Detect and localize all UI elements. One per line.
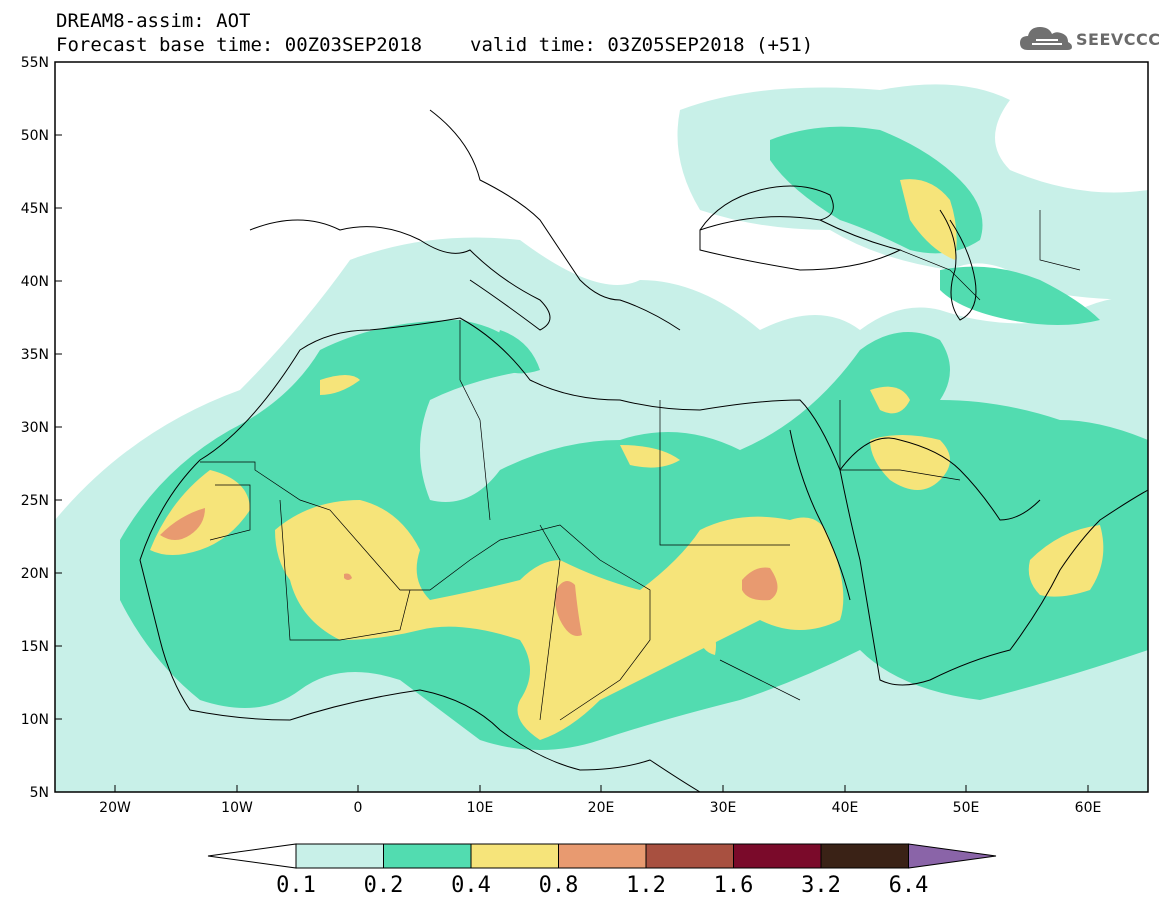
colorbar-label: 6.4 (889, 873, 929, 898)
seevccc-logo: SEEVCCC (1018, 22, 1161, 56)
colorbar-label: 1.2 (626, 873, 666, 898)
base-time: Forecast base time: 00Z03SEP2018 (56, 34, 423, 56)
colorbar-label: 0.8 (539, 873, 579, 898)
colorbar-segment (733, 843, 822, 869)
y-tick-label: 20N (21, 566, 49, 582)
colorbar-label: 0.4 (451, 873, 491, 898)
colorbar-segment (383, 843, 472, 869)
y-tick-label: 30N (21, 420, 49, 436)
colorbar-segment (820, 843, 909, 869)
logo-text: SEEVCCC (1076, 30, 1161, 49)
colorbar-lower-arrow (207, 843, 297, 869)
x-tick-label: 10E (467, 800, 494, 816)
forecast-times: Forecast base time: 00Z03SEP2018 valid ti… (56, 34, 813, 56)
x-tick-label: 10W (221, 800, 253, 816)
y-axis-labels: 5N 10N 15N 20N 25N 30N 35N 40N 45N 50N 5… (21, 55, 49, 801)
x-axis-labels: 20W 10W 0 10E 20E 30E 40E 50E 60E (99, 800, 1101, 816)
colorbar-segment (645, 843, 734, 869)
y-tick-label: 55N (21, 55, 49, 71)
y-tick-label: 50N (21, 128, 49, 144)
y-tick-label: 35N (21, 347, 49, 363)
colorbar-label: 3.2 (801, 873, 841, 898)
colorbar-segment (558, 843, 647, 869)
cloud-icon (1020, 27, 1072, 50)
x-tick-label: 20E (588, 800, 615, 816)
colorbar-label: 0.2 (364, 873, 404, 898)
y-tick-label: 45N (21, 201, 49, 217)
y-tick-label: 25N (21, 493, 49, 509)
aot-contours (55, 84, 1148, 792)
x-tick-label: 40E (832, 800, 859, 816)
colorbar-label: 1.6 (714, 873, 754, 898)
colorbar: 0.1 0.2 0.4 0.8 1.2 1.6 3.2 6.4 (207, 843, 997, 898)
y-tick-label: 40N (21, 274, 49, 290)
colorbar-label: 0.1 (276, 873, 316, 898)
y-tick-label: 10N (21, 712, 49, 728)
x-tick-label: 20W (99, 800, 131, 816)
y-tick-label: 5N (30, 785, 49, 801)
x-tick-label: 30E (710, 800, 737, 816)
country-borders (200, 210, 1081, 721)
x-tick-label: 50E (953, 800, 980, 816)
x-tick-label: 0 (354, 800, 363, 816)
colorbar-segment (470, 843, 559, 869)
valid-time: valid time: 03Z05SEP2018 (+51) (470, 34, 814, 56)
map-title: DREAM8-assim: AOT (56, 10, 251, 32)
aot-level-0-8 (160, 508, 778, 636)
colorbar-upper-arrow (908, 843, 997, 869)
colorbar-segment (295, 843, 384, 869)
y-tick-label: 15N (21, 639, 49, 655)
coastlines (139, 109, 1148, 792)
x-tick-label: 60E (1075, 800, 1102, 816)
axis-ticks (55, 61, 1089, 793)
